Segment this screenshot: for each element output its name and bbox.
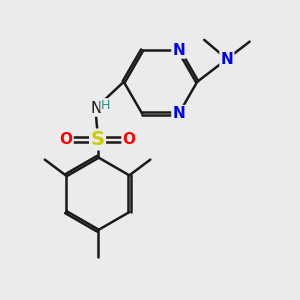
Text: S: S <box>91 130 104 149</box>
Text: N: N <box>172 43 185 58</box>
Text: N: N <box>90 100 101 116</box>
Text: N: N <box>220 52 233 67</box>
Text: N: N <box>172 106 185 121</box>
Text: O: O <box>60 132 73 147</box>
Text: O: O <box>122 132 136 147</box>
Text: H: H <box>101 99 110 112</box>
